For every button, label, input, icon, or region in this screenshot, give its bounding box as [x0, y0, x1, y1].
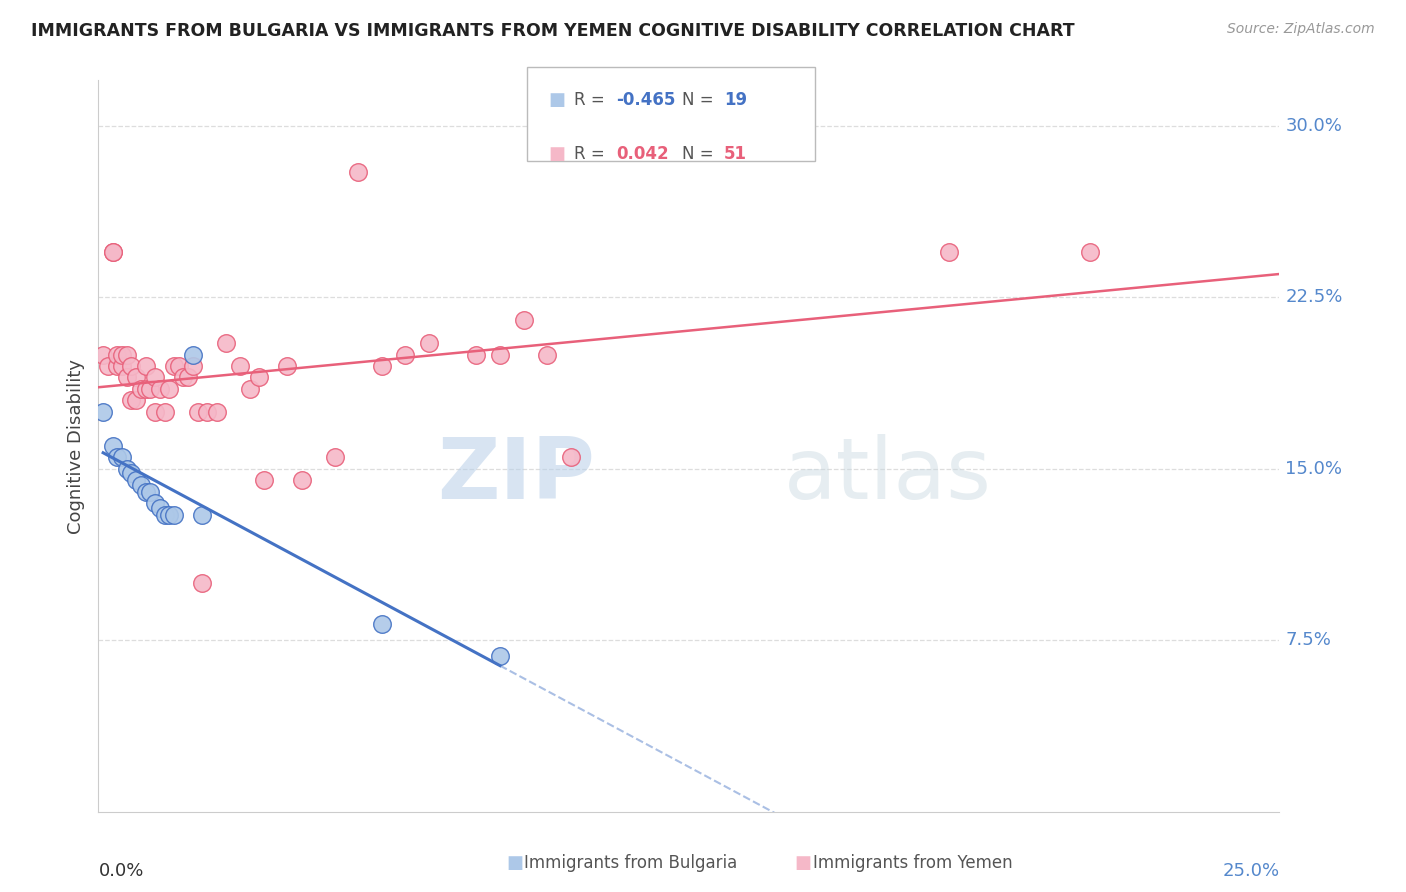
Point	[111, 359, 134, 373]
Point	[153, 405, 176, 419]
Point	[290, 473, 312, 487]
Point	[560, 450, 582, 465]
Point	[129, 478, 152, 492]
Text: R =: R =	[574, 145, 614, 163]
Point	[101, 439, 124, 453]
Point	[195, 405, 218, 419]
Text: -0.465: -0.465	[616, 91, 675, 109]
Point	[205, 405, 228, 419]
Text: Immigrants from Yemen: Immigrants from Yemen	[813, 855, 1012, 872]
Point	[536, 347, 558, 362]
Point	[149, 382, 172, 396]
Point	[139, 382, 162, 396]
Point	[512, 313, 534, 327]
Point	[101, 244, 124, 259]
Point	[239, 382, 262, 396]
Point	[187, 405, 209, 419]
Text: 19: 19	[724, 91, 747, 109]
Text: N =: N =	[682, 91, 718, 109]
Point	[191, 508, 214, 522]
Text: ZIP: ZIP	[437, 434, 595, 516]
Point	[167, 359, 190, 373]
Point	[229, 359, 252, 373]
Point	[125, 393, 148, 408]
Point	[157, 382, 180, 396]
Text: 25.0%: 25.0%	[1222, 862, 1279, 880]
Point	[115, 370, 138, 384]
Point	[215, 336, 238, 351]
Point	[135, 484, 157, 499]
Text: IMMIGRANTS FROM BULGARIA VS IMMIGRANTS FROM YEMEN COGNITIVE DISABILITY CORRELATI: IMMIGRANTS FROM BULGARIA VS IMMIGRANTS F…	[31, 22, 1074, 40]
Text: 0.042: 0.042	[616, 145, 668, 163]
Point	[418, 336, 440, 351]
Point	[105, 359, 128, 373]
Point	[143, 405, 166, 419]
Point	[105, 450, 128, 465]
Text: atlas: atlas	[783, 434, 991, 516]
Point	[172, 370, 194, 384]
Text: 0.0%: 0.0%	[98, 862, 143, 880]
Point	[191, 576, 214, 591]
Text: ■: ■	[794, 855, 811, 872]
Text: ■: ■	[506, 855, 523, 872]
Point	[465, 347, 488, 362]
Point	[323, 450, 346, 465]
Point	[247, 370, 270, 384]
Point	[121, 467, 143, 481]
Text: ■: ■	[548, 145, 565, 163]
Point	[91, 347, 114, 362]
Point	[135, 382, 157, 396]
Point	[115, 347, 138, 362]
Point	[938, 244, 960, 259]
Text: 22.5%: 22.5%	[1285, 288, 1343, 307]
Point	[125, 370, 148, 384]
Point	[139, 484, 162, 499]
Point	[135, 359, 157, 373]
Text: 51: 51	[724, 145, 747, 163]
Point	[253, 473, 276, 487]
Point	[181, 359, 204, 373]
Text: 30.0%: 30.0%	[1285, 117, 1343, 135]
Point	[105, 347, 128, 362]
Point	[489, 347, 512, 362]
Point	[347, 164, 370, 178]
Point	[143, 370, 166, 384]
Point	[91, 405, 114, 419]
Point	[125, 473, 148, 487]
Point	[371, 359, 394, 373]
Point	[177, 370, 200, 384]
Point	[101, 244, 124, 259]
Point	[276, 359, 298, 373]
Point	[149, 500, 172, 515]
Point	[129, 382, 152, 396]
Text: Immigrants from Bulgaria: Immigrants from Bulgaria	[524, 855, 738, 872]
Point	[115, 462, 138, 476]
Point	[143, 496, 166, 510]
Text: R =: R =	[574, 91, 610, 109]
Point	[153, 508, 176, 522]
Point	[111, 347, 134, 362]
Point	[121, 359, 143, 373]
Text: ■: ■	[548, 91, 565, 109]
Text: 7.5%: 7.5%	[1285, 632, 1331, 649]
Y-axis label: Cognitive Disability: Cognitive Disability	[66, 359, 84, 533]
Point	[157, 508, 180, 522]
Text: Source: ZipAtlas.com: Source: ZipAtlas.com	[1227, 22, 1375, 37]
Point	[489, 649, 512, 664]
Point	[181, 347, 204, 362]
Point	[163, 359, 186, 373]
Point	[121, 393, 143, 408]
Point	[394, 347, 416, 362]
Text: 15.0%: 15.0%	[1285, 460, 1343, 478]
Point	[163, 508, 186, 522]
Point	[371, 617, 394, 632]
Point	[111, 450, 134, 465]
Point	[1080, 244, 1102, 259]
Point	[97, 359, 120, 373]
Text: N =: N =	[682, 145, 718, 163]
